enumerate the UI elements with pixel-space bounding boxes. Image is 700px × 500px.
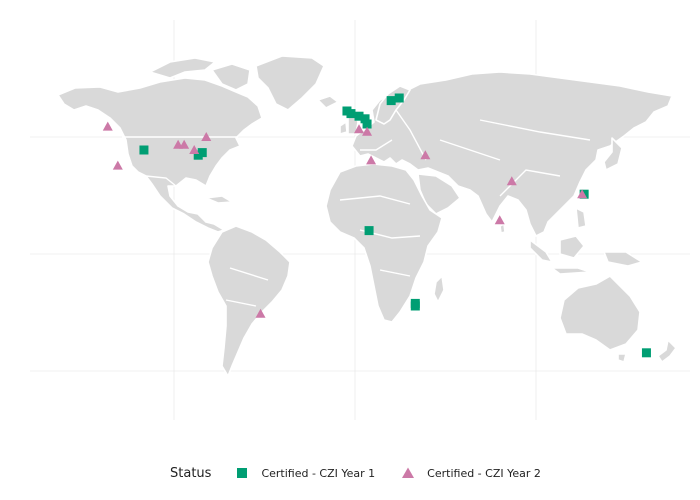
year-1-site-marker[interactable] bbox=[362, 119, 372, 129]
year-1-site-marker[interactable] bbox=[410, 301, 420, 311]
year-1-site-marker[interactable] bbox=[394, 93, 404, 103]
year-1-site-marker[interactable] bbox=[386, 96, 396, 106]
legend-item-year-1[interactable]: Certified - CZI Year 1 bbox=[235, 466, 375, 480]
legend-label-year-1: Certified - CZI Year 1 bbox=[261, 466, 376, 480]
year-1-site-marker[interactable] bbox=[360, 114, 370, 124]
sumatra bbox=[529, 239, 553, 263]
marker-layer bbox=[102, 93, 651, 358]
year-1-site-marker[interactable] bbox=[641, 348, 651, 358]
legend-title: Status bbox=[170, 465, 212, 481]
legend-label-year-2: Certified - CZI Year 2 bbox=[427, 466, 541, 480]
land-masses bbox=[57, 55, 677, 377]
year-1-site-marker[interactable] bbox=[354, 111, 364, 121]
south-america bbox=[207, 225, 291, 377]
legend-item-year-2[interactable]: Certified - CZI Year 2 bbox=[401, 466, 541, 480]
new-zealand bbox=[657, 339, 677, 363]
year-2-site-marker[interactable] bbox=[255, 308, 266, 318]
country-borders bbox=[122, 109, 591, 307]
year-2-site-marker[interactable] bbox=[354, 124, 365, 134]
philippines bbox=[575, 207, 587, 229]
year-2-site-marker[interactable] bbox=[112, 160, 123, 170]
year-2-site-marker[interactable] bbox=[179, 139, 190, 149]
arctic-islands bbox=[149, 57, 216, 79]
java bbox=[551, 267, 591, 275]
year-1-site-marker[interactable] bbox=[364, 226, 374, 236]
year-2-site-marker[interactable] bbox=[102, 121, 113, 131]
japan bbox=[603, 137, 623, 171]
ireland bbox=[339, 121, 348, 135]
year-1-site-marker[interactable] bbox=[139, 145, 149, 155]
year-2-site-marker[interactable] bbox=[201, 132, 212, 141]
year-2-site-marker[interactable] bbox=[189, 145, 200, 154]
sri-lanka bbox=[499, 223, 506, 234]
year-2-site-marker[interactable] bbox=[366, 155, 377, 165]
new-guinea bbox=[603, 251, 643, 267]
africa bbox=[325, 163, 443, 323]
baffin-island bbox=[211, 63, 251, 91]
year-1-site-marker[interactable] bbox=[193, 150, 203, 160]
cuba bbox=[205, 195, 233, 204]
iceland bbox=[317, 95, 339, 109]
australia bbox=[559, 275, 641, 351]
year-1-site-marker[interactable] bbox=[346, 109, 356, 119]
legend: Status Certified - CZI Year 1 Certified … bbox=[170, 463, 567, 483]
eurasia bbox=[351, 71, 673, 237]
madagascar bbox=[433, 275, 445, 303]
north-america bbox=[57, 77, 263, 233]
year-2-site-marker[interactable] bbox=[577, 189, 588, 199]
year-2-site-marker[interactable] bbox=[420, 150, 431, 160]
year-2-site-marker[interactable] bbox=[362, 126, 373, 136]
square-marker-icon bbox=[237, 468, 248, 478]
year-2-site-marker[interactable] bbox=[506, 176, 517, 186]
tasmania bbox=[617, 353, 627, 363]
year-2-site-marker[interactable] bbox=[494, 215, 505, 225]
triangle-marker-icon bbox=[402, 467, 415, 478]
greenland bbox=[255, 55, 325, 111]
borneo bbox=[559, 235, 585, 259]
